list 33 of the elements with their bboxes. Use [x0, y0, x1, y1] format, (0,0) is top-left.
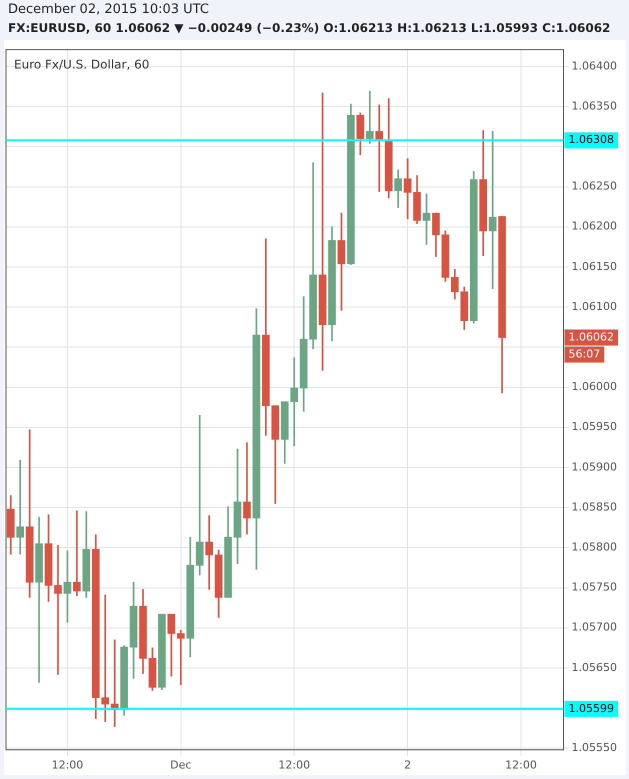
- y-tick-label: 1.05550: [572, 741, 618, 754]
- y-tick-label: 1.06250: [572, 180, 618, 193]
- y-tick-label: 1.05850: [572, 500, 618, 514]
- ref-line-label: 1.06308: [568, 133, 614, 146]
- text: December 02, 2015 10:03 UTC: [8, 2, 209, 17]
- x-tick-label: 12:00: [52, 758, 84, 772]
- y-tick-label: 1.05800: [572, 540, 618, 554]
- candlestick: [338, 212, 346, 311]
- text: Euro Fx/U.S. Dollar, 60: [14, 58, 150, 72]
- y-tick-label: 1.05650: [572, 660, 618, 674]
- x-tick-label: Dec: [170, 758, 192, 772]
- text: 1.06062: [568, 330, 614, 344]
- candlestick: [422, 194, 430, 245]
- y-tick-label: 1.06350: [572, 99, 618, 112]
- candlestick: [35, 516, 43, 683]
- y-tick-label: 1.05750: [572, 580, 618, 594]
- y-tick-label: 1.05950: [572, 420, 618, 434]
- x-tick-label: 2: [404, 758, 412, 772]
- candlestick: [64, 550, 72, 623]
- candlestick: [243, 442, 251, 534]
- text: 56:07: [568, 347, 600, 360]
- y-tick-label: 1.06400: [572, 59, 618, 72]
- candlestick: [318, 92, 326, 371]
- ref-line-label: 1.05599: [568, 702, 614, 715]
- y-tick-label: 1.05900: [572, 460, 618, 474]
- x-tick-label: 12:00: [278, 758, 310, 772]
- y-tick-label: 1.06100: [572, 300, 618, 313]
- y-tick-label: 1.06150: [572, 260, 618, 273]
- x-tick-label: 12:00: [505, 758, 537, 772]
- chart-title: FX:EURUSD, 60 1.06062 ▼ −0.00249 (−0.23%) O:1.06213 H:1.06213 L:1.05993 C:1.06062: [8, 21, 610, 35]
- y-tick-label: 1.06200: [572, 220, 618, 233]
- y-tick-label: 1.05700: [572, 620, 618, 634]
- y-tick-label: 1.06000: [572, 380, 618, 394]
